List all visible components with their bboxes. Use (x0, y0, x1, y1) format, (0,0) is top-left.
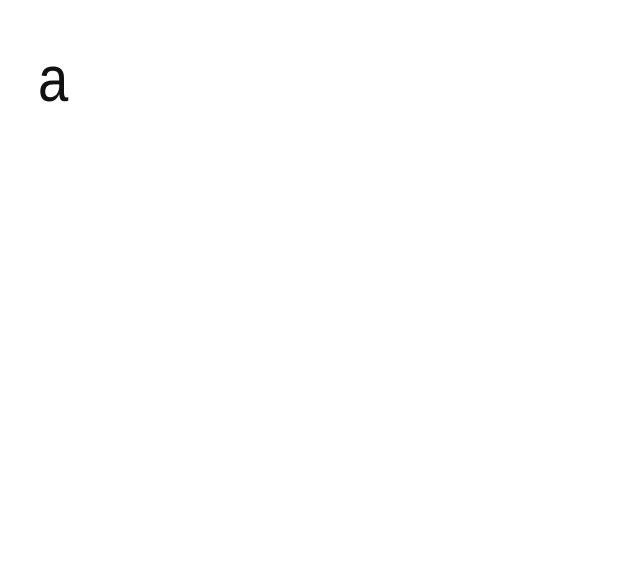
surface-figure (0, 0, 623, 573)
page: {"label": "a"} a (0, 0, 623, 573)
surface (0, 0, 623, 573)
spike (450, 200, 462, 265)
panel-label: a (38, 42, 68, 116)
